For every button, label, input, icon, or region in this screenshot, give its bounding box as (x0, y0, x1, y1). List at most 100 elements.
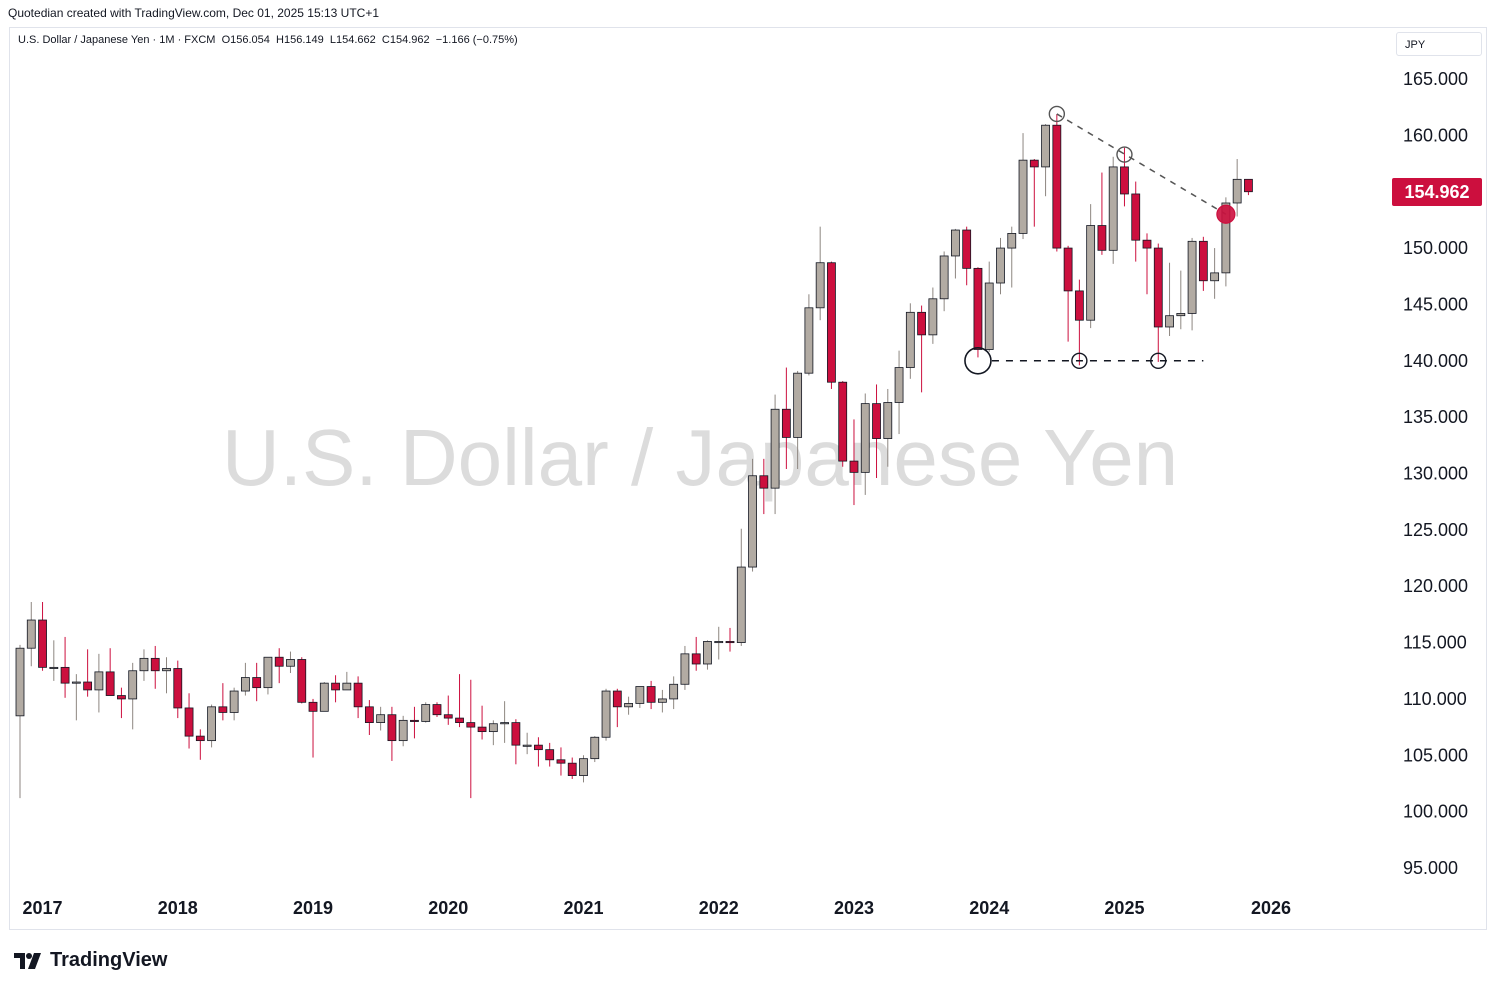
candle-body (703, 641, 712, 665)
candle-body (218, 706, 228, 713)
candle (522, 732, 532, 755)
candle (410, 706, 419, 739)
candle-body (1198, 240, 1208, 282)
candles-group (15, 113, 1253, 799)
candle-body (128, 670, 138, 700)
candle (1052, 113, 1062, 252)
candle-body (748, 475, 757, 568)
candle-body (556, 759, 566, 764)
candle-body (421, 704, 431, 722)
candle (669, 676, 679, 710)
candle-body (432, 704, 442, 716)
y-tick-label: 115.000 (1403, 633, 1467, 653)
candle-body (466, 722, 476, 728)
annotations-group (964, 105, 1236, 375)
candle-body (1153, 247, 1163, 328)
candle-body (511, 722, 521, 746)
pivot-circle-marker (1071, 352, 1088, 369)
candle (1176, 270, 1186, 330)
legend-change: −1.166 (−0.75%) (435, 34, 518, 46)
candle (579, 755, 588, 783)
candle (1198, 236, 1208, 291)
y-tick-label: 120.000 (1403, 576, 1468, 596)
candle-body (860, 403, 870, 473)
candle (71, 674, 81, 721)
candle (500, 701, 510, 743)
candle-body (534, 744, 543, 751)
candle-body (162, 668, 171, 672)
ohlc-legend: U.S. Dollar / Japanese Yen · 1M · FXCM O… (18, 34, 518, 46)
candle-body (342, 682, 352, 691)
candle (894, 350, 904, 435)
y-tick-label: 105.000 (1403, 745, 1468, 765)
currency-button[interactable]: JPY (1396, 32, 1482, 56)
candle-body (1221, 202, 1231, 274)
candle-body (1108, 166, 1118, 251)
last-price-label: 154.962 (1392, 178, 1482, 206)
candle (218, 683, 228, 721)
candle-body (1187, 240, 1197, 314)
legend-low: L154.662 (329, 34, 376, 46)
candle-body (951, 229, 960, 257)
candle (240, 662, 250, 696)
pivot-circle-marker (1116, 146, 1133, 163)
candle-body (680, 653, 690, 685)
candle (274, 648, 284, 684)
candle (714, 626, 724, 660)
candle (838, 381, 848, 467)
candle (398, 715, 408, 747)
tradingview-brand[interactable]: TradingView (14, 949, 167, 972)
candle-body (781, 408, 791, 438)
candle-body (297, 659, 307, 703)
candle (1120, 147, 1129, 207)
candle (1029, 159, 1039, 227)
candle (139, 649, 149, 681)
candle-body (962, 229, 972, 269)
candle (432, 702, 442, 717)
symbol-watermark: U.S. Dollar / Japanese Yen (222, 413, 1179, 502)
candle-body (759, 475, 769, 489)
candle-body (849, 460, 859, 473)
candle (657, 689, 667, 713)
candle (996, 237, 1005, 295)
y-tick-label: 130.000 (1403, 464, 1468, 484)
x-tick-label: 2026 (1251, 898, 1291, 918)
candle-body (49, 666, 59, 669)
candle (939, 251, 949, 312)
candle-body (939, 255, 949, 300)
candle (38, 601, 47, 671)
candle (421, 702, 431, 723)
candle (60, 636, 70, 698)
candle (1244, 178, 1253, 196)
candle (1232, 159, 1242, 217)
candle-body (905, 311, 915, 368)
candle (534, 737, 543, 767)
x-tick-label: 2017 (23, 898, 63, 918)
candle-body (984, 282, 994, 350)
candle (466, 679, 476, 799)
legend-close: C154.962 (381, 34, 430, 46)
candle (83, 649, 93, 697)
candle-body (635, 686, 645, 704)
candle (827, 261, 836, 389)
y-tick-label: 160.000 (1403, 125, 1468, 145)
candle (905, 303, 915, 379)
candle-body (657, 698, 667, 703)
candle-body (263, 656, 273, 689)
candle (770, 394, 780, 515)
y-tick-label: 110.000 (1403, 689, 1467, 709)
candle-body (894, 367, 904, 403)
candle-body (1041, 124, 1050, 168)
x-tick-label: 2020 (428, 898, 468, 918)
candle (567, 757, 577, 779)
candle (1074, 279, 1084, 366)
pivot-circle-marker (1048, 105, 1066, 123)
candle-body (26, 619, 36, 649)
support-circle-marker (964, 346, 992, 375)
candle (1108, 156, 1118, 264)
candle (342, 671, 352, 691)
candle-body (567, 762, 577, 776)
candle-body (1029, 159, 1039, 168)
candle (252, 662, 262, 702)
